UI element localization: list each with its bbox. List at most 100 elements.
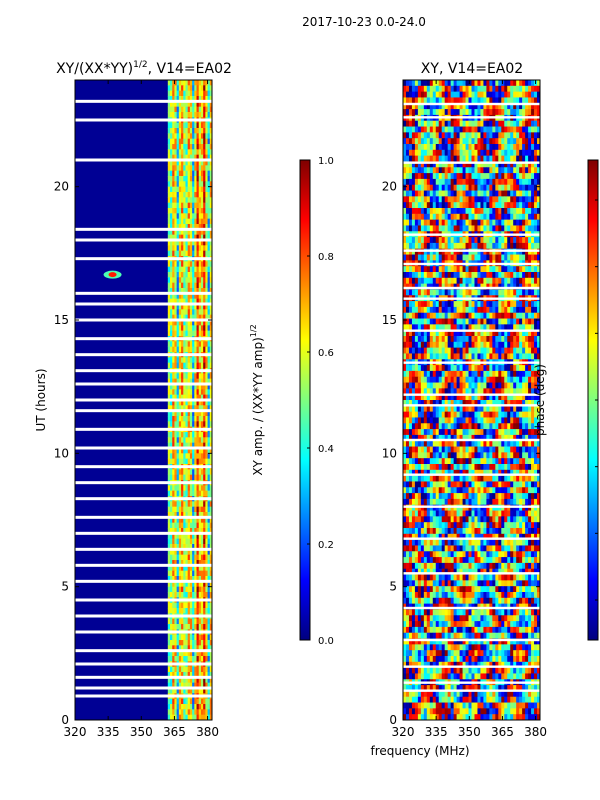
heatmap-cell [174, 512, 178, 518]
heatmap-cell [198, 506, 202, 513]
heatmap-cell [471, 85, 475, 93]
heatmap-cell [194, 85, 197, 92]
heatmap-cell [489, 365, 493, 372]
heatmap-cell [172, 624, 175, 630]
heatmap-cell [516, 132, 520, 139]
heatmap-cell [196, 101, 200, 108]
heatmap-cell [167, 400, 171, 406]
heatmap-cell [456, 388, 460, 395]
heatmap-cell [183, 421, 186, 428]
heatmap-cell [444, 301, 449, 308]
heatmap-cell [444, 272, 449, 279]
heatmap-cell [178, 549, 182, 556]
heatmap-cell [471, 132, 475, 139]
heatmap-cell [198, 378, 202, 385]
heatmap-cell [167, 144, 171, 150]
heatmap-cell [516, 85, 520, 93]
heatmap-cell [519, 306, 523, 314]
heatmap-cell [200, 618, 204, 625]
heatmap-cell [444, 155, 449, 162]
heatmap-cell [192, 581, 195, 588]
heatmap-cell [501, 388, 505, 395]
heatmap-cell [196, 448, 200, 454]
heatmap-cell [178, 528, 182, 534]
heatmap-cell [185, 277, 189, 284]
heatmap-cell [185, 138, 189, 145]
heatmap-cell [522, 289, 526, 296]
heatmap-cell [537, 237, 540, 244]
heatmap-cell [170, 672, 173, 678]
heatmap-cell [181, 549, 184, 556]
heatmap-cell [187, 378, 191, 385]
heatmap-cell [525, 202, 529, 209]
heatmap-cell [468, 347, 472, 354]
heatmap-cell [477, 353, 481, 360]
heatmap-cell [450, 126, 455, 133]
heatmap-cell [200, 677, 204, 684]
heatmap-cell [528, 341, 532, 349]
heatmap-cell [172, 565, 175, 572]
heatmap-cell [203, 202, 206, 209]
heatmap-cell [192, 485, 195, 492]
heatmap-cell [417, 202, 422, 209]
heatmap-cell [516, 91, 520, 98]
heatmap-cell [170, 586, 173, 593]
heatmap-cell [189, 650, 193, 657]
heatmap-cell [170, 400, 173, 406]
heatmap-cell [170, 677, 173, 684]
heatmap-cell [209, 656, 212, 662]
heatmap-cell [183, 234, 186, 241]
heatmap-cell [453, 149, 458, 157]
heatmap-cell [537, 272, 540, 279]
heatmap-cell [525, 312, 529, 319]
heatmap-cell [209, 469, 212, 476]
heatmap-cell [417, 283, 422, 290]
heatmap-cell [181, 293, 184, 300]
heatmap-cell [209, 176, 212, 182]
heatmap-cell [468, 109, 472, 116]
heatmap-cell [531, 120, 535, 127]
heatmap-cell [417, 365, 422, 372]
heatmap-cell [510, 178, 514, 186]
heatmap-cell [534, 347, 538, 354]
heatmap-cell [170, 602, 173, 609]
heatmap-cell [174, 293, 178, 300]
flagged-row [75, 686, 212, 690]
heatmap-cell [513, 173, 517, 180]
heatmap-cell [531, 312, 535, 319]
heatmap-cell [209, 309, 212, 316]
heatmap-cell [192, 234, 195, 241]
heatmap-cell [417, 173, 422, 180]
heatmap-cell [438, 184, 443, 191]
heatmap-cell [196, 618, 200, 625]
heatmap-cell [489, 301, 493, 308]
heatmap-cell [420, 237, 425, 244]
flagged-row [75, 465, 212, 469]
heatmap-cell [205, 517, 208, 524]
heatmap-cell [414, 330, 419, 337]
heatmap-cell [414, 120, 419, 127]
heatmap-cell [432, 365, 437, 372]
heatmap-cell [459, 266, 463, 273]
heatmap-cell [477, 103, 481, 110]
heatmap-cell [203, 213, 206, 220]
heatmap-cell [403, 184, 407, 191]
heatmap-cell [423, 184, 428, 191]
heatmap-cell [203, 373, 206, 380]
heatmap-cell [176, 314, 180, 321]
heatmap-cell [209, 645, 212, 652]
heatmap-cell [178, 624, 182, 630]
heatmap-cell [189, 208, 193, 214]
heatmap-cell [405, 330, 410, 337]
heatmap-cell [414, 178, 419, 186]
heatmap-cell [185, 202, 189, 209]
heatmap-cell [170, 96, 173, 102]
heatmap-cell [196, 714, 200, 720]
heatmap-cell [181, 165, 184, 172]
heatmap-cell [459, 283, 463, 290]
heatmap-cell [513, 353, 517, 360]
heatmap-cell [205, 469, 208, 476]
heatmap-cell [192, 357, 195, 364]
heatmap-cell [205, 154, 208, 161]
heatmap-cell [480, 242, 484, 250]
